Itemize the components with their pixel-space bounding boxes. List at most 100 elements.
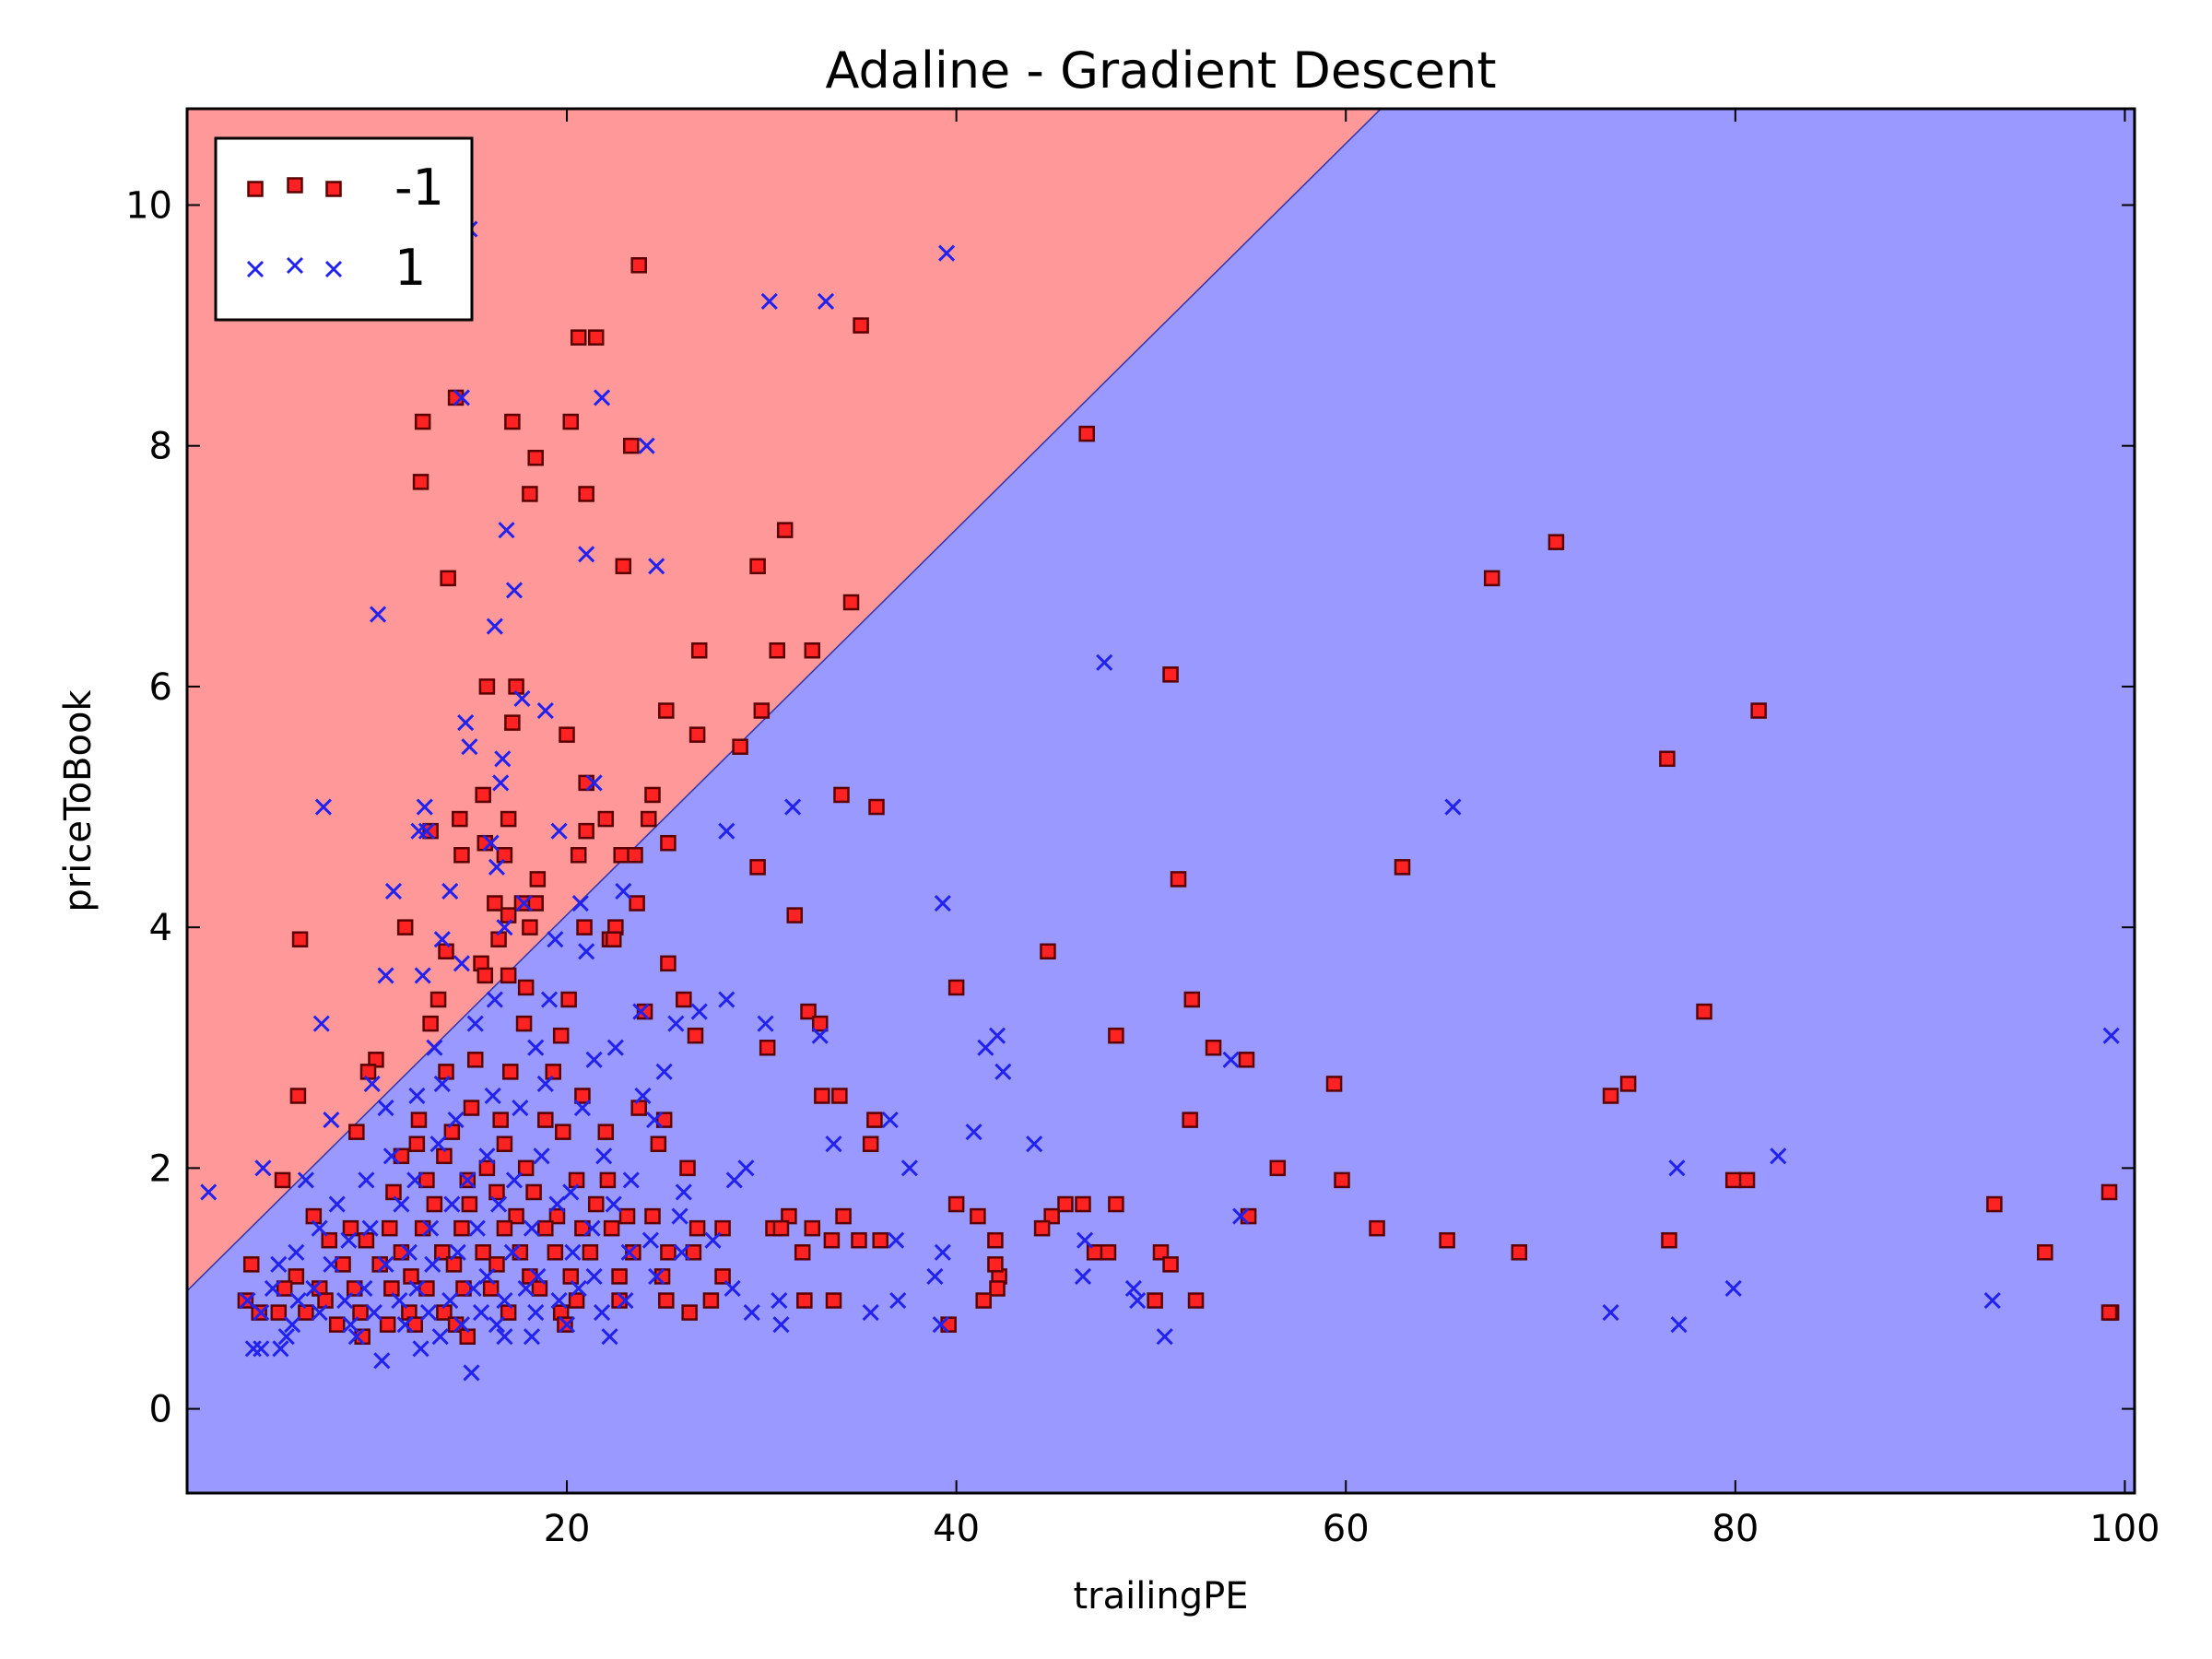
data-point-class-neg1 <box>525 1183 542 1201</box>
data-point-class-1 <box>594 389 611 406</box>
data-point-class-1 <box>724 1279 741 1298</box>
data-point-class-1 <box>900 1159 918 1177</box>
data-point-class-neg1 <box>1547 534 1565 550</box>
data-point-class-neg1 <box>562 413 580 430</box>
data-point-class-1 <box>505 1171 524 1189</box>
data-point-class-neg1 <box>627 847 643 864</box>
data-point-class-1 <box>400 1243 418 1261</box>
data-point-class-neg1 <box>492 1112 509 1128</box>
data-point-class-neg1 <box>408 1135 426 1152</box>
data-point-class-neg1 <box>1369 1219 1385 1237</box>
data-point-class-neg1 <box>1086 1244 1103 1261</box>
data-point-class-neg1 <box>358 1231 375 1249</box>
data-point-class-neg1 <box>1078 425 1095 442</box>
data-point-class-neg1 <box>1075 1195 1091 1213</box>
data-point-class-1 <box>1096 653 1113 671</box>
data-point-class-1 <box>496 1291 513 1310</box>
data-point-class-1 <box>433 1075 451 1092</box>
data-point-class-neg1 <box>463 1100 480 1116</box>
data-point-class-1 <box>418 822 435 840</box>
data-point-class-neg1 <box>1057 1195 1074 1213</box>
data-point-class-1 <box>323 1112 340 1129</box>
data-point-class-neg1 <box>732 738 748 755</box>
y-tick-label: 2 <box>149 1147 172 1190</box>
data-point-class-neg1 <box>500 907 517 924</box>
data-point-class-1 <box>478 1147 496 1165</box>
data-point-class-1 <box>578 943 595 960</box>
data-point-class-neg1 <box>1696 1003 1712 1020</box>
data-point-class-neg1 <box>545 1064 561 1080</box>
y-tick-label: 6 <box>149 666 172 709</box>
y-tick-label: 4 <box>149 907 172 949</box>
data-point-class-neg1 <box>570 847 587 864</box>
data-point-class-neg1 <box>555 1124 571 1140</box>
data-point-class-1 <box>550 822 568 840</box>
data-point-class-1 <box>527 1304 545 1322</box>
data-point-class-1 <box>536 1075 554 1092</box>
x-tick-label: 40 <box>933 1508 980 1550</box>
data-point-class-neg1 <box>641 810 657 828</box>
x-tick-label: 60 <box>1323 1508 1370 1550</box>
data-point-class-1 <box>1074 1267 1092 1285</box>
data-point-class-1 <box>408 1087 426 1105</box>
data-point-class-neg1 <box>288 1268 305 1285</box>
data-point-class-neg1 <box>630 1100 647 1116</box>
data-point-class-neg1 <box>597 1124 615 1140</box>
legend-marker-class-1 <box>324 260 343 278</box>
data-point-class-1 <box>1983 1291 2001 1310</box>
data-point-class-neg1 <box>587 329 605 346</box>
data-point-class-neg1 <box>636 1003 653 1020</box>
data-point-class-1 <box>488 858 506 876</box>
data-point-class-neg1 <box>537 1112 554 1128</box>
data-point-class-neg1 <box>548 1207 566 1225</box>
data-point-class-neg1 <box>422 1015 439 1032</box>
data-point-class-1 <box>422 1219 440 1237</box>
data-point-class-1 <box>811 1027 829 1044</box>
data-point-class-1 <box>490 1195 508 1213</box>
data-point-class-1 <box>443 1195 461 1213</box>
data-point-class-1 <box>314 798 332 816</box>
data-point-class-neg1 <box>2100 1183 2118 1201</box>
data-point-class-1 <box>548 1195 566 1213</box>
data-point-class-neg1 <box>434 1244 451 1261</box>
data-point-class-1 <box>513 689 531 708</box>
data-point-class-neg1 <box>1100 1244 1117 1261</box>
data-point-class-neg1 <box>814 1088 830 1104</box>
data-point-class-1 <box>484 1087 501 1105</box>
data-point-class-neg1 <box>414 413 431 430</box>
data-point-class-1 <box>408 1279 426 1298</box>
data-point-class-neg1 <box>576 919 593 935</box>
data-point-class-neg1 <box>851 1231 867 1249</box>
data-point-class-1 <box>426 1039 443 1056</box>
data-point-class-neg1 <box>970 1207 986 1225</box>
data-point-class-1 <box>517 1279 535 1298</box>
data-point-class-1 <box>585 1051 603 1068</box>
data-point-class-neg1 <box>422 822 439 840</box>
data-point-class-1 <box>690 1003 708 1020</box>
data-point-class-neg1 <box>644 786 661 804</box>
data-point-class-neg1 <box>559 726 575 743</box>
data-point-class-1 <box>757 1015 774 1032</box>
data-point-class-1 <box>523 1219 541 1237</box>
data-point-class-neg1 <box>786 907 804 924</box>
data-point-class-neg1 <box>582 1244 599 1261</box>
data-point-class-neg1 <box>1043 1207 1060 1225</box>
data-point-class-1 <box>466 1015 484 1032</box>
decision-region-class-1 <box>187 109 2135 1493</box>
data-point-class-neg1 <box>681 1304 698 1321</box>
data-point-class-1 <box>253 1304 270 1322</box>
data-point-class-1 <box>384 882 403 900</box>
data-point-class-neg1 <box>1619 1076 1637 1092</box>
data-point-class-1 <box>675 1183 692 1201</box>
data-point-class-neg1 <box>753 702 771 719</box>
legend: -11 <box>214 136 474 322</box>
data-point-class-neg1 <box>714 1219 731 1237</box>
data-point-class-neg1 <box>690 641 708 659</box>
data-point-class-1 <box>578 546 595 563</box>
data-point-class-1 <box>934 894 951 912</box>
data-point-class-neg1 <box>759 1039 776 1056</box>
data-point-class-neg1 <box>500 967 517 984</box>
data-point-class-1 <box>1602 1304 1619 1322</box>
data-point-class-neg1 <box>346 1280 363 1297</box>
data-point-class-1 <box>284 1316 301 1334</box>
